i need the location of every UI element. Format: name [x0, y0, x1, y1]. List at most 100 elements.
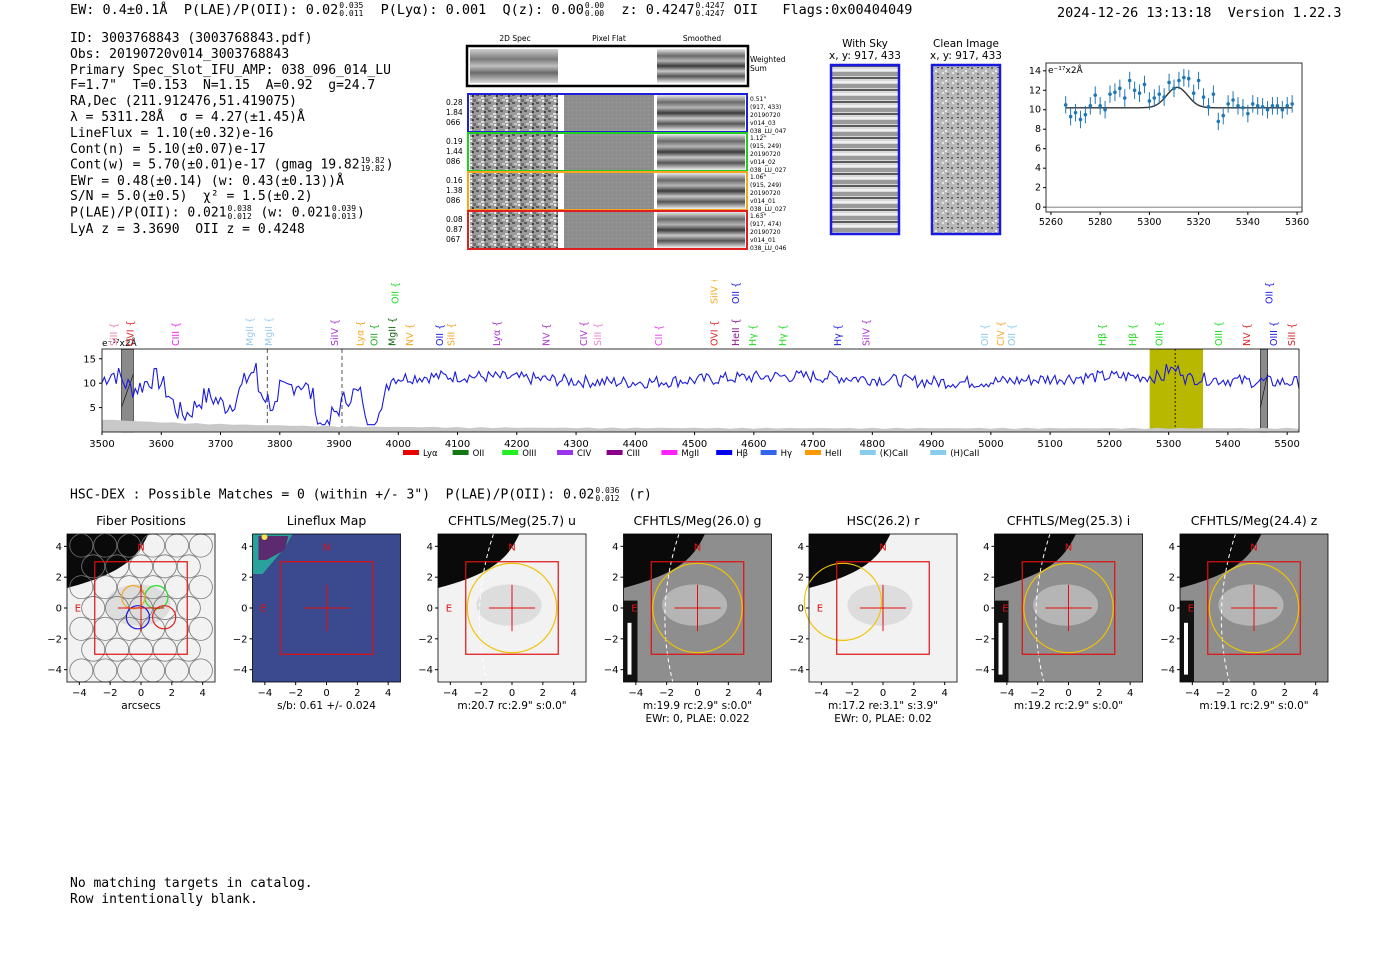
cutout-2-galaxy: [438, 534, 520, 588]
header-z: z: 0.4247: [621, 2, 695, 18]
cutout-4-xlabel: m:17.2 re:3.1" s:3.9": [828, 700, 938, 712]
spec2d-row-0-left-2: 066: [446, 118, 461, 127]
zoom-point-30: [1211, 92, 1216, 96]
cutout-3-compass-n: N: [694, 542, 701, 553]
spectrum-line-label-5: SiIV {: [330, 319, 341, 346]
cutout-3-xtick-label-1: −2: [659, 688, 674, 699]
spec2d-row-2-right-2: 20190720: [750, 190, 781, 197]
zoom-point-2: [1073, 110, 1078, 115]
spectrum-xtick-label-1: 3600: [149, 439, 174, 450]
clean-image-title: Clean Image: [933, 38, 999, 50]
spectrum-line-label-32: OIII {: [1214, 321, 1225, 346]
cutout-4-sublabel: EWr: 0, PLAE: 0.02: [834, 713, 931, 725]
footer-line-2: Row intentionally blank.: [70, 891, 258, 907]
legend-label-2: OIII: [522, 449, 536, 459]
zoom-axes-frame: [1045, 62, 1303, 213]
cutout-title-2: CFHTLS/Meg(25.7) u: [448, 513, 576, 528]
hsc-dex-range: 0.036 0.012: [595, 487, 619, 503]
spec2d-row-3-left-1: 0.87: [446, 225, 463, 234]
header-plae-lo: 0.011: [339, 9, 364, 18]
cutout-2-xtick-label-0: −4: [443, 688, 458, 699]
spec2d-row-0-right-0: 0.51": [750, 96, 766, 103]
zoom-point-4: [1083, 112, 1088, 117]
spectrum-xtick-label-4: 3900: [326, 439, 351, 450]
cutout-3-ytick-label-2: 0: [612, 604, 618, 615]
cutout-1-ytick-label-1: 2: [241, 573, 247, 584]
cutout-0-ytick-label-1: 2: [56, 573, 62, 584]
spectrum-xtick-label-3: 3800: [267, 439, 292, 450]
cutout-0-xtick-label-0: −4: [72, 688, 87, 699]
info-plae: P(LAE)/P(OII): 0.0210.038 0.012 (w: 0.021…: [70, 205, 394, 221]
zoom-point-13: [1127, 78, 1132, 83]
spectrum-line-label-17: CII {: [654, 325, 665, 346]
spectrum-xtick-label-13: 4800: [860, 439, 885, 450]
cutout-1-ytick-label-0: 4: [241, 542, 247, 553]
info-plae-label: P(LAE)/P(OII): 0.021: [70, 205, 227, 221]
cutout-4-aperture: [803, 562, 883, 641]
spec2d-row-1-left-2: 086: [446, 157, 461, 166]
spectrum-xtick-label-19: 5400: [1215, 439, 1240, 450]
spec2d-row-1-smoothed: [657, 134, 745, 170]
cutout-2-halo: [476, 584, 542, 626]
cutout-5-xtick-label-0: −4: [999, 688, 1014, 699]
legend-label-8: HeII: [825, 449, 842, 459]
info-obs: Obs: 20190720v014_3003768843: [70, 46, 290, 62]
zoom-point-22: [1172, 86, 1176, 91]
spec2d-row-1-left-0: 0.19: [446, 137, 463, 146]
zoom-ylabel: e⁻¹⁷x2Å: [1048, 64, 1084, 76]
cutout-6-ytick-label-4: −4: [1160, 665, 1175, 676]
cutout-6-galaxy: [1180, 534, 1262, 588]
info-sn: S/N = 5.0(±0.5) χ² = 1.5(±0.2): [70, 189, 313, 205]
zoom-point-6: [1093, 93, 1098, 97]
spectrum-line-label-8: MgII {: [387, 317, 398, 346]
cutout-1-ytick-label-3: −2: [233, 634, 248, 645]
header-ew: EW: 0.4±0.1Å: [70, 2, 168, 18]
spec2d-row-3-raw: [470, 212, 558, 248]
weighted-sum-2dspec: [470, 49, 558, 83]
spectrum-xtick-label-8: 4300: [563, 439, 588, 450]
header-plae-hi: 0.035: [339, 1, 364, 10]
cutout-6-ytick-label-0: 4: [1169, 542, 1175, 553]
cutout-0-xlabel: arcsecs: [121, 700, 160, 712]
cutout-0-ytick-label-2: 0: [56, 604, 62, 615]
detection-info: ID: 3003768843 (3003768843.pdf) Obs: 201…: [70, 31, 394, 237]
cutout-4-xtick-label-1: −2: [845, 688, 860, 699]
spectrum-line-label-28: OII {: [1007, 324, 1018, 346]
spectrum-ytick-label-0: 5: [90, 403, 96, 414]
fiber-highlight-0: [125, 605, 151, 630]
spec2d-row-1-right-3: v014_02: [750, 159, 776, 166]
cutout-3-xtick-label-4: 4: [756, 688, 762, 699]
info-plae-range: 0.038 0.012: [228, 205, 252, 221]
cutout-2-xtick-label-1: −2: [474, 688, 489, 699]
info-fit: F=1.7" T=0.153 N=1.15 A=0.92 g=24.7: [70, 78, 376, 94]
fiber-10: [176, 637, 201, 662]
header-z-hi: 0.4247: [695, 1, 725, 10]
info-cont-w-hi: 19.82: [360, 156, 385, 166]
zoom-point-36: [1241, 105, 1245, 110]
spectrum-line-label-20: HeII {: [731, 318, 742, 346]
spec2d-panel: 2D Spec Pixel Flat Smoothed Weighted Sum…: [446, 34, 787, 252]
spec2d-row-1-flat: [564, 134, 654, 170]
zoom-point-3: [1078, 117, 1083, 122]
spectrum-line-label-21: OII {: [731, 282, 742, 304]
legend-label-3: CIV: [577, 449, 591, 459]
fiber-30: [129, 554, 153, 579]
cutout-4-compass-n: N: [879, 542, 886, 553]
spectrum-line-label-36: SiII {: [1287, 323, 1298, 346]
spectrum-xtick-label-14: 4900: [919, 439, 944, 450]
spectrum-line-label-2: CIII {: [171, 322, 182, 346]
spec2d-row-2-left-2: 086: [446, 196, 461, 205]
cutout-4-ytick-label-2: 0: [798, 604, 804, 615]
zoom-ytick-label-6: 12: [1030, 85, 1041, 96]
header-summary: EW: 0.4±0.1Å P(LAE)/P(OII): 0.020.035 0.0…: [70, 1, 912, 19]
cutout-2-xtick-label-3: 2: [540, 688, 546, 699]
cutout-4-box: [836, 561, 930, 655]
legend-swatch-6: [716, 450, 733, 455]
zoom-point-39: [1255, 104, 1260, 108]
cutout-2-contour: [478, 533, 494, 683]
legend-label-6: Hβ: [736, 449, 748, 459]
zoom-point-37: [1246, 111, 1250, 116]
cutout-3-ytick-label-0: 4: [612, 542, 618, 553]
spec2d-row-2-right-1: (915, 249): [750, 182, 781, 189]
cutout-2-ytick-label-0: 4: [427, 542, 433, 553]
